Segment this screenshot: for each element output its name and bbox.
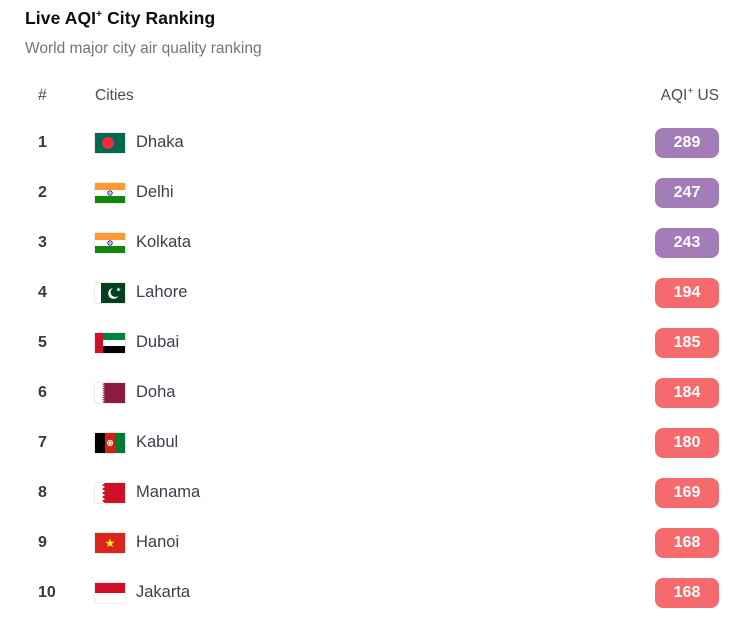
column-header-cities: Cities: [95, 86, 134, 104]
table-row[interactable]: 6 Doha 184: [0, 368, 755, 418]
table-row[interactable]: 1 Dhaka 289: [0, 118, 755, 168]
city-name: Lahore: [136, 283, 188, 302]
afghanistan-flag-icon: [95, 432, 125, 453]
column-header-aqi: AQI+ US: [655, 86, 719, 105]
table-row[interactable]: 8 Manama 169: [0, 468, 755, 518]
column-header-aqi-text: AQI: [660, 87, 688, 105]
rank: 6: [38, 383, 47, 401]
qatar-flag-icon: [95, 382, 125, 403]
page-title: Live AQI+ City Ranking: [0, 0, 755, 29]
vietnam-flag-icon: [95, 532, 125, 553]
rank: 10: [38, 583, 56, 601]
rank: 3: [38, 233, 47, 251]
bangladesh-flag-icon: [95, 132, 125, 153]
page-subtitle: World major city air quality ranking: [25, 39, 262, 57]
rank: 2: [38, 183, 47, 201]
table-row[interactable]: 2 Delhi 247: [0, 168, 755, 218]
city-name: Dhaka: [136, 133, 184, 152]
rank: 4: [38, 283, 47, 301]
rank: 8: [38, 483, 47, 501]
uae-flag-icon: [95, 332, 125, 353]
column-header-aqi-text2: US: [693, 87, 719, 105]
city-name: Jakarta: [136, 583, 191, 602]
city-name: Doha: [136, 383, 176, 402]
city-name: Manama: [136, 483, 201, 502]
rank: 5: [38, 333, 47, 351]
table-row[interactable]: 5 Dubai 185: [0, 318, 755, 368]
aqi-badge: 185: [655, 327, 719, 358]
column-header-aqi-plus: +: [687, 86, 694, 98]
table-row[interactable]: 3 Kolkata 243: [0, 218, 755, 268]
aqi-badge: 289: [655, 127, 719, 158]
table-row[interactable]: 4 Lahore 194: [0, 268, 755, 318]
city-name: Delhi: [136, 183, 174, 202]
aqi-badge: 194: [655, 277, 719, 308]
indonesia-flag-icon: [95, 582, 125, 603]
aqi-badge: 243: [655, 227, 719, 258]
rank: 9: [38, 533, 47, 551]
table-row[interactable]: 7 Kabul 180: [0, 418, 755, 468]
city-name: Kabul: [136, 433, 179, 452]
table-row[interactable]: 10 Jakarta 168: [0, 568, 755, 618]
page-title-plus: +: [96, 9, 103, 20]
aqi-badge: 168: [655, 527, 719, 558]
city-name: Hanoi: [136, 533, 180, 552]
pakistan-flag-icon: [95, 282, 125, 303]
rank: 1: [38, 133, 47, 151]
ranking-table-body: 1 Dhaka 289 2 Delhi 247 3 Kolkata 243: [0, 118, 755, 618]
india-flag-icon: [95, 232, 125, 253]
rank: 7: [38, 433, 47, 451]
aqi-badge: 168: [655, 577, 719, 608]
aqi-badge: 247: [655, 177, 719, 208]
aqi-badge: 184: [655, 377, 719, 408]
city-name: Dubai: [136, 333, 180, 352]
column-header-rank: #: [38, 86, 47, 104]
bahrain-flag-icon: [95, 482, 125, 503]
aqi-badge: 169: [655, 477, 719, 508]
page-title-text: Live AQI: [25, 7, 97, 28]
city-name: Kolkata: [136, 233, 192, 252]
aqi-badge: 180: [655, 427, 719, 458]
table-row[interactable]: 9 Hanoi 168: [0, 518, 755, 568]
table-header: # Cities AQI+ US: [0, 86, 755, 105]
page-title-text2: City Ranking: [102, 7, 216, 28]
india-flag-icon: [95, 182, 125, 203]
